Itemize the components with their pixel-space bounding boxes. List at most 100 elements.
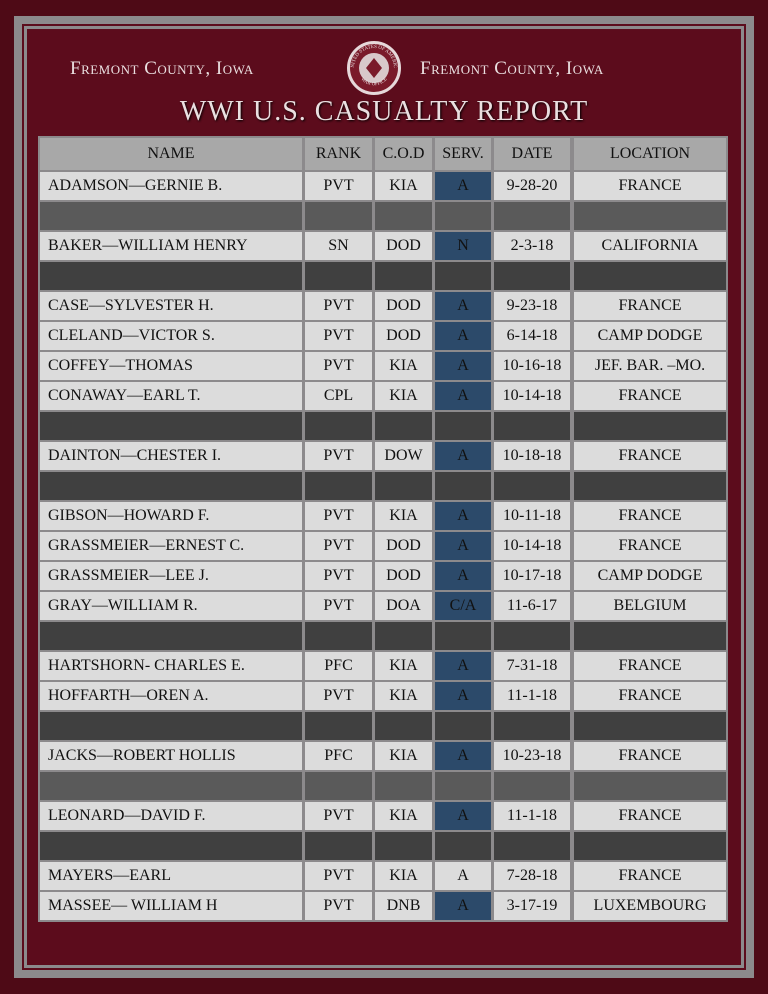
separator-cell [305,832,372,860]
name-cell: GIBSON—HOWARD F. [40,502,302,530]
casualty-table: NAME RANK C.O.D SERV. DATE LOCATION ADAMSON—GE… [38,136,728,922]
data-cell: PVT [305,292,372,320]
data-cell: DOA [375,592,432,620]
data-cell: BELGIUM [574,592,726,620]
separator-cell [375,262,432,290]
data-cell: 11-6-17 [494,592,570,620]
data-cell: LUXEMBOURG [574,892,726,920]
header-cell: C.O.D [375,138,432,170]
data-cell: PFC [305,742,372,770]
separator-cell [574,622,726,650]
data-cell: 6-14-18 [494,322,570,350]
separator-cell [494,712,570,740]
separator-cell [435,832,491,860]
separator-cell [305,412,372,440]
data-cell: PVT [305,592,372,620]
data-cell: DOD [375,562,432,590]
data-cell: 9-28-20 [494,172,570,200]
data-cell: 10-14-18 [494,382,570,410]
separator-cell [494,472,570,500]
data-cell: A [435,562,491,590]
separator-cell [494,772,570,800]
separator-cell [574,832,726,860]
separator-cell [375,712,432,740]
data-cell: CAMP DODGE [574,562,726,590]
data-cell: FRANCE [574,652,726,680]
data-cell: PVT [305,172,372,200]
data-cell: A [435,682,491,710]
name-cell: CLELAND—VICTOR S. [40,322,302,350]
separator-cell [435,472,491,500]
data-cell: DOW [375,442,432,470]
data-cell: A [435,802,491,830]
separator-cell [305,622,372,650]
data-cell: KIA [375,802,432,830]
data-cell: FRANCE [574,292,726,320]
data-cell: KIA [375,652,432,680]
data-cell: FRANCE [574,742,726,770]
separator-cell [494,202,570,230]
separator-cell [40,202,302,230]
name-cell: COFFEY—THOMAS [40,352,302,380]
report-title: WWI U.S. CASUALTY REPORT [179,96,589,127]
separator-cell [40,412,302,440]
data-cell: PVT [305,802,372,830]
separator-cell [494,412,570,440]
separator-cell [305,712,372,740]
data-cell: KIA [375,382,432,410]
name-cell: CONAWAY—EARL T. [40,382,302,410]
data-cell: A [435,892,491,920]
separator-cell [305,472,372,500]
separator-cell [40,772,302,800]
data-cell: DOD [375,322,432,350]
data-cell: A [435,382,491,410]
data-cell: N [435,232,491,260]
separator-cell [375,772,432,800]
data-cell: PVT [305,352,372,380]
separator-cell [375,412,432,440]
data-cell: A [435,532,491,560]
header-cell: NAME [40,138,302,170]
data-cell: PVT [305,862,372,890]
data-cell: DOD [375,292,432,320]
name-cell: JACKS—ROBERT HOLLIS [40,742,302,770]
separator-cell [574,412,726,440]
data-cell: KIA [375,742,432,770]
separator-cell [435,202,491,230]
data-cell: FRANCE [574,532,726,560]
separator-cell [375,202,432,230]
separator-cell [305,202,372,230]
data-cell: 10-16-18 [494,352,570,380]
data-cell: PVT [305,892,372,920]
inner-frame [24,26,744,968]
data-cell: PVT [305,562,372,590]
separator-cell [435,262,491,290]
data-cell: A [435,322,491,350]
separator-cell [435,712,491,740]
separator-cell [574,472,726,500]
seal: UNITED STATES OF AMERICA WAR OFFICE [344,38,403,97]
data-cell: KIA [375,172,432,200]
data-cell: A [435,862,491,890]
separator-cell [375,472,432,500]
data-cell: A [435,292,491,320]
separator-cell [375,622,432,650]
separator-cell [574,712,726,740]
name-cell: HARTSHORN- CHARLES E. [40,652,302,680]
data-cell: A [435,742,491,770]
county-right: Fremont County, Iowa [420,58,604,79]
data-cell: FRANCE [574,502,726,530]
data-cell: 10-18-18 [494,442,570,470]
data-cell: 7-31-18 [494,652,570,680]
separator-cell [574,262,726,290]
separator-cell [40,262,302,290]
separator-cell [305,262,372,290]
header-cell: SERV. [435,138,491,170]
data-cell: 7-28-18 [494,862,570,890]
separator-cell [435,622,491,650]
data-cell: KIA [375,352,432,380]
separator-cell [375,832,432,860]
name-cell: HOFFARTH—OREN A. [40,682,302,710]
separator-cell [305,772,372,800]
